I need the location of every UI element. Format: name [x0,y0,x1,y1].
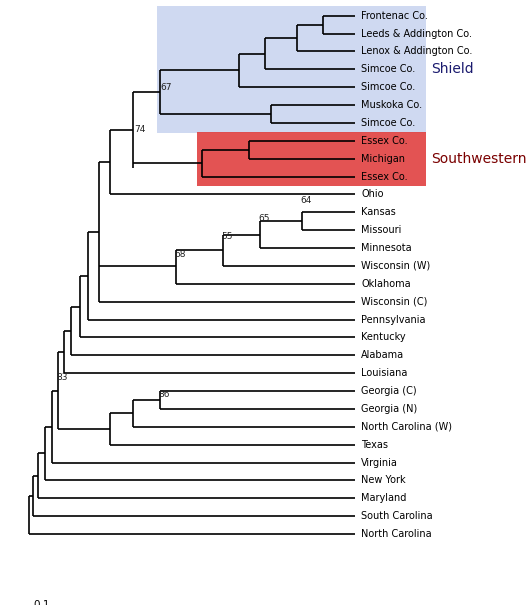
Text: Maryland: Maryland [361,493,407,503]
Text: Georgia (C): Georgia (C) [361,386,417,396]
Text: Simcoe Co.: Simcoe Co. [361,64,416,74]
Text: North Carolina (W): North Carolina (W) [361,422,452,432]
Text: Southwestern: Southwestern [432,152,527,166]
Text: Shield: Shield [432,62,474,76]
Text: Oklahoma: Oklahoma [361,279,411,289]
Text: Wisconsin (W): Wisconsin (W) [361,261,431,271]
Text: Minnesota: Minnesota [361,243,412,253]
Text: Lenox & Addington Co.: Lenox & Addington Co. [361,47,473,56]
Text: Wisconsin (C): Wisconsin (C) [361,296,428,307]
Text: Frontenac Co.: Frontenac Co. [361,11,428,21]
Text: 74: 74 [134,125,146,134]
Text: Virginia: Virginia [361,457,398,468]
Text: Simcoe Co.: Simcoe Co. [361,82,416,92]
Text: South Carolina: South Carolina [361,511,433,521]
Text: Missouri: Missouri [361,225,402,235]
Text: North Carolina: North Carolina [361,529,432,539]
Text: Louisiana: Louisiana [361,368,408,378]
Text: Leeds & Addington Co.: Leeds & Addington Co. [361,28,472,39]
Text: Kentucky: Kentucky [361,332,406,342]
Text: Simcoe Co.: Simcoe Co. [361,118,416,128]
Text: Essex Co.: Essex Co. [361,172,408,182]
Text: Georgia (N): Georgia (N) [361,404,418,414]
Text: Muskoka Co.: Muskoka Co. [361,100,423,110]
Bar [197,132,426,186]
Text: Alabama: Alabama [361,350,405,361]
Text: Ohio: Ohio [361,189,384,200]
Text: 64: 64 [300,196,312,205]
Text: Essex Co.: Essex Co. [361,136,408,146]
Text: 65: 65 [259,214,270,223]
Text: 67: 67 [161,83,172,91]
Text: 68: 68 [174,250,186,259]
Text: 83: 83 [57,373,68,382]
Text: 55: 55 [222,232,233,241]
Text: Kansas: Kansas [361,208,396,217]
Text: 86: 86 [158,390,170,399]
Text: 0.1: 0.1 [33,600,50,605]
Text: Texas: Texas [361,440,388,450]
Text: Pennsylvania: Pennsylvania [361,315,426,324]
Text: Michigan: Michigan [361,154,405,164]
Bar [157,6,426,132]
Text: New York: New York [361,476,406,485]
